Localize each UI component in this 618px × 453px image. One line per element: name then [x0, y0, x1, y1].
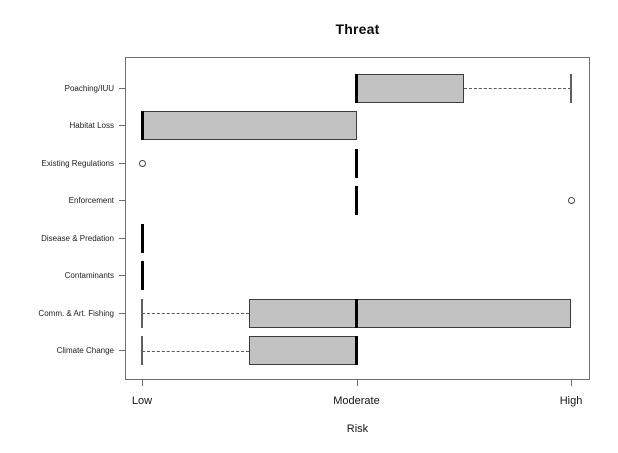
x-axis-tick: [142, 380, 143, 386]
x-axis-tick-label: High: [559, 395, 583, 407]
y-axis-label: Disease & Predation: [41, 233, 114, 243]
x-axis-title: Risk: [346, 423, 369, 435]
outlier-point: [138, 159, 146, 167]
outlier-point: [567, 197, 575, 204]
median-line: [355, 148, 358, 178]
whisker-line-low: [142, 350, 250, 352]
x-axis-tick-label: Low: [131, 395, 153, 407]
y-axis-tick: [119, 125, 125, 126]
whisker-cap-high: [570, 73, 572, 103]
y-axis-tick: [119, 87, 125, 89]
whisker-cap-low: [141, 298, 143, 328]
y-axis-tick: [119, 162, 125, 164]
y-axis-tick: [119, 350, 125, 351]
y-axis-tick: [119, 275, 125, 276]
y-axis-tick: [119, 200, 125, 201]
y-axis-label: Habitat Loss: [69, 121, 114, 130]
box-iqr: [249, 298, 571, 328]
y-axis-label: Climate Change: [56, 346, 114, 355]
box-iqr: [142, 111, 357, 140]
y-axis-tick: [119, 237, 125, 239]
y-axis-label: Existing Regulations: [41, 158, 114, 168]
y-axis-label: Contaminants: [64, 271, 114, 280]
median-line: [355, 336, 358, 365]
median-line: [355, 186, 358, 215]
x-axis-tick: [571, 380, 572, 386]
median-line: [355, 298, 358, 328]
whisker-line-high: [463, 88, 571, 89]
y-axis-label: Poaching/IUU: [64, 83, 114, 93]
median-line: [140, 111, 144, 140]
chart-title: Threat: [335, 21, 380, 37]
y-axis-tick: [119, 312, 125, 314]
y-axis-label: Comm. & Art. Fishing: [38, 308, 114, 318]
box-iqr: [356, 73, 464, 103]
x-axis-tick-label: Moderate: [333, 395, 380, 407]
box-iqr: [249, 336, 357, 365]
median-line: [140, 261, 144, 290]
whisker-cap-low: [141, 336, 143, 365]
median-line: [140, 223, 144, 253]
y-axis-label: Enforcement: [68, 196, 114, 205]
median-line: [355, 73, 358, 103]
x-axis-tick: [356, 380, 358, 386]
whisker-line-low: [142, 313, 250, 314]
